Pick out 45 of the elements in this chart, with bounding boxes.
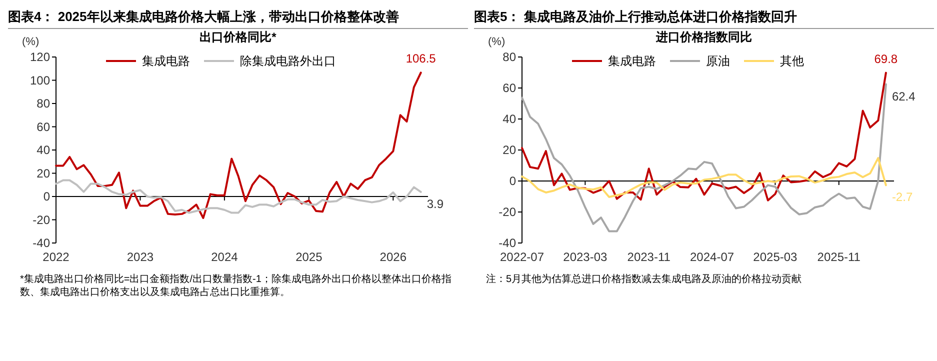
x-tick-label: 2025 [296, 250, 323, 264]
legend-label: 集成电路 [608, 54, 656, 68]
y-tick-label: 80 [36, 96, 50, 111]
y-tick-label: 60 [502, 81, 516, 96]
x-tick-label: 2022-07 [500, 250, 544, 264]
x-tick-label: 2023 [126, 250, 154, 264]
legend-label: 集成电路 [142, 54, 190, 68]
y-tick-label: 20 [36, 166, 50, 180]
y-tick-label: -40 [498, 236, 516, 250]
y-tick-label: 40 [502, 112, 516, 126]
y-tick-label: -20 [498, 205, 516, 220]
y-tick-label: 120 [30, 50, 50, 64]
y-tick-label: 20 [502, 143, 516, 158]
x-tick-label: 2026 [380, 250, 407, 264]
y-tick-label: 60 [36, 120, 50, 134]
x-tick-label: 2024-07 [690, 250, 734, 264]
chart-title: 图表4： 2025年以来集成电路价格大幅上涨，带动出口价格整体改善 [8, 8, 468, 29]
x-tick-label: 2023-11 [627, 250, 671, 264]
text: 注：5月其他为估算总进口价格指数减去集成电路及原油的价格拉动贡献 [486, 273, 803, 286]
y-tick-label: -20 [32, 212, 50, 227]
legend-label: 除集成电路外出口 [240, 54, 336, 68]
y-tick-label: 100 [30, 73, 50, 88]
annotation: 106.5 [406, 52, 436, 66]
y-tick-label: 0 [43, 190, 50, 204]
chart-subtitle: 出口价格同比* [200, 30, 277, 44]
x-tick-label: 2022 [42, 250, 70, 264]
y-tick-label: 40 [36, 143, 50, 158]
x-tick-label: 2025-11 [817, 250, 861, 264]
x-tick-label: 2023-03 [563, 250, 608, 264]
text: *集成电路出口价格同比=出口金额指数/出口数量指数-1；除集成电路外出口价格以整体出口价格指数、集成电路出口价格支出以及集成电路占总出口比重推算。 [20, 273, 452, 299]
annotation: -2.7 [892, 190, 913, 204]
y-tick-label: 0 [509, 174, 516, 188]
y-axis-title: (%) [488, 36, 506, 48]
y-tick-label: 80 [502, 50, 516, 64]
annotation: 3.9 [426, 196, 444, 211]
chart-title: 图表5： 集成电路及油价上行推动总体进口价格指数回升 [474, 8, 934, 29]
x-tick-label: 2025-03 [753, 250, 798, 264]
chart-subtitle: 进口价格指数同比 [655, 30, 752, 44]
legend-label: 其他 [780, 54, 804, 68]
legend-label: 原油 [706, 54, 730, 68]
annotation: 62.4 [892, 89, 916, 104]
annotation: 69.8 [874, 52, 898, 66]
x-tick-label: 2024 [211, 250, 238, 264]
y-tick-label: -40 [32, 236, 50, 250]
y-axis-title: (%) [22, 36, 40, 48]
